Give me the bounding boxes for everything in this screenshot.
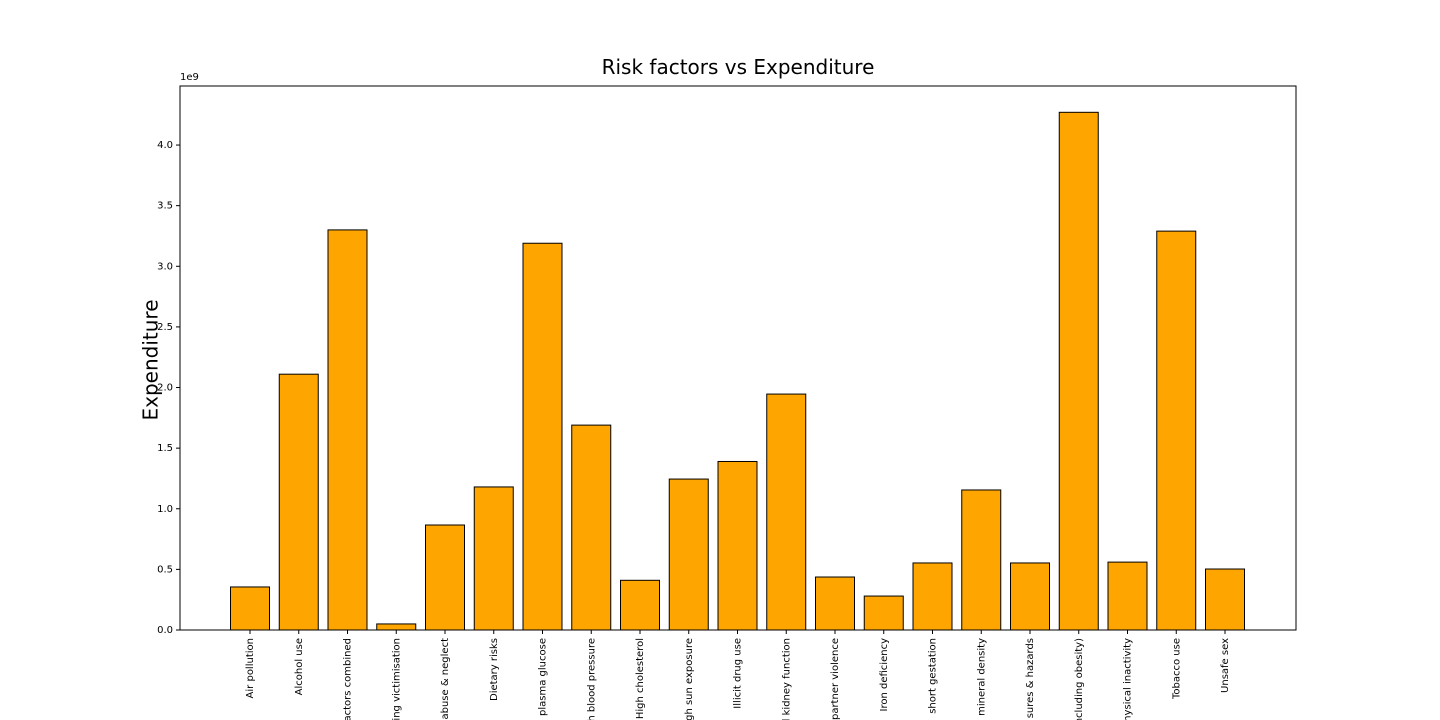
x-tick-label: Dietary risks (489, 638, 500, 701)
x-tick-label: l kidney function (781, 638, 792, 720)
x-tick-label: ncluding obesity) (1074, 638, 1085, 720)
bar (766, 393, 807, 631)
bar (815, 576, 855, 631)
bar (1156, 230, 1197, 631)
x-tick-label: abuse & neglect (440, 638, 451, 720)
x-tick-label: gh sun exposure (684, 638, 695, 720)
x-tick-label: Illicit drug use (733, 638, 744, 709)
bar (1058, 111, 1099, 631)
x-tick-label: Air pollution (245, 638, 256, 698)
y-tick-label: 3.0 (157, 261, 173, 272)
x-tick-label: h blood pressure (586, 638, 597, 720)
bar (620, 579, 660, 631)
chart-title: Risk factors vs Expenditure (602, 55, 875, 79)
x-tick-label: mineral density (976, 638, 987, 716)
x-tick-label: Alcohol use (294, 638, 305, 695)
y-tick-label: 0.0 (157, 625, 173, 636)
bar (425, 524, 465, 631)
x-tick-label: Iron deficiency (879, 638, 890, 712)
bar (571, 424, 612, 631)
bar (522, 242, 563, 631)
x-tick-label: ing victimisation (391, 638, 402, 720)
x-tick-label: High cholesterol (635, 638, 646, 719)
x-tick-label: plasma glucose (538, 638, 549, 716)
x-tick-label: partner violence (830, 638, 841, 720)
bar (717, 460, 758, 631)
plot-frame (179, 85, 1297, 631)
offset-label: 1e9 (180, 72, 199, 83)
y-axis-label: Expenditure (139, 299, 163, 420)
x-tick-label: short gestation (928, 638, 939, 714)
bar (1010, 562, 1050, 631)
y-tick-label: 1.5 (157, 443, 173, 454)
bar (912, 562, 953, 631)
bar (473, 486, 514, 631)
x-tick-label: Tobacco use (1171, 638, 1182, 700)
bar (278, 373, 319, 631)
y-tick-label: 3.5 (157, 201, 173, 212)
x-tick-label: Unsafe sex (1220, 638, 1231, 693)
bar (376, 623, 417, 631)
bar (1205, 568, 1245, 631)
y-tick-label: 2.0 (157, 383, 173, 394)
bar (961, 489, 1002, 631)
y-tick-label: 4.0 (157, 140, 173, 151)
bar (1107, 561, 1148, 631)
x-tick-label: actors combined (343, 638, 354, 720)
bar (863, 595, 904, 631)
x-tick-label: sures & hazards (1025, 638, 1036, 718)
y-tick-label: 0.5 (157, 564, 173, 575)
bar (668, 478, 709, 631)
bar (327, 229, 368, 631)
y-tick-label: 1.0 (157, 504, 173, 515)
bar (230, 586, 270, 631)
x-tick-label: hysical inactivity (1123, 638, 1134, 720)
y-tick-label: 2.5 (157, 322, 173, 333)
